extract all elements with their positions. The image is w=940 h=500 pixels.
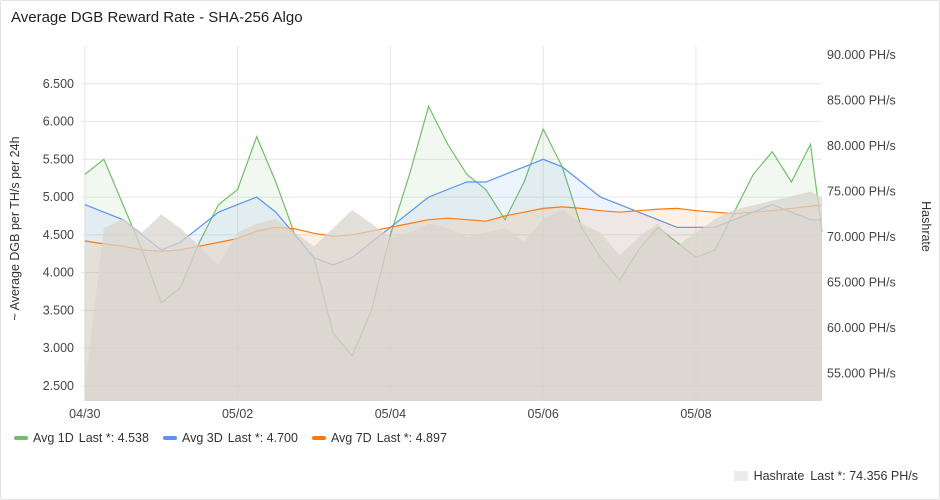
- legend-label: Hashrate: [753, 469, 805, 483]
- legend-last: Last *: 4.700: [227, 431, 298, 445]
- legend-swatch-icon: [733, 471, 748, 481]
- y2-axis-label: Hashrate: [919, 201, 933, 252]
- y-axis-label: ~ Average DGB per TH/s per 24h: [8, 136, 22, 320]
- x-tick-label: 05/04: [375, 407, 406, 421]
- legend-label: Avg 7D: [330, 431, 372, 445]
- x-tick-label: 05/02: [222, 407, 253, 421]
- series-avg-7d-line: [84, 204, 823, 253]
- y2-tick-label: 85.000 PH/s: [827, 94, 896, 108]
- legend-label: Avg 1D: [33, 431, 74, 445]
- y2-tick-label: 75.000 PH/s: [827, 185, 896, 199]
- y2-tick-label: 55.000 PH/s: [827, 367, 896, 381]
- legend-swatch-icon: [162, 436, 177, 440]
- legend-label: Avg 3D: [181, 431, 223, 445]
- legend-item-avg-3d[interactable]: Avg 3D Last *: 4.700: [162, 431, 298, 445]
- y-tick-label: 4.000: [43, 266, 74, 280]
- x-tick-label: 04/30: [69, 407, 100, 421]
- y2-tick-label: 70.000 PH/s: [827, 230, 896, 244]
- y2-tick-label: 90.000 PH/s: [827, 48, 896, 62]
- y2-tick-label: 80.000 PH/s: [827, 139, 896, 153]
- y-tick-label: 6.500: [43, 77, 74, 91]
- x-tick-label: 05/06: [528, 407, 559, 421]
- legend-item-hashrate[interactable]: Hashrate Last *: 74.356 PH/s: [733, 469, 918, 483]
- legend-last: Last *: 4.897: [376, 431, 447, 445]
- y-tick-label: 3.500: [43, 303, 74, 317]
- y-tick-label: 5.500: [43, 152, 74, 166]
- x-tick-label: 05/08: [680, 407, 711, 421]
- legend-item-avg-1d[interactable]: Avg 1D Last *: 4.538: [14, 431, 149, 445]
- y2-tick-label: 60.000 PH/s: [827, 321, 896, 335]
- legend-last: Last *: 74.356 PH/s: [810, 469, 918, 483]
- panel-title[interactable]: Average DGB Reward Rate - SHA-256 Algo: [11, 9, 303, 26]
- y-tick-label: 2.500: [43, 379, 74, 393]
- y-tick-label: 6.000: [43, 115, 74, 129]
- legend-swatch-icon: [311, 436, 326, 440]
- legend: Avg 1D Last *: 4.538 Avg 3D Last *: 4.70…: [14, 431, 447, 445]
- legend-item-avg-7d[interactable]: Avg 7D Last *: 4.897: [311, 431, 447, 445]
- y2-tick-label: 65.000 PH/s: [827, 276, 896, 290]
- legend-swatch-icon: [14, 436, 28, 440]
- y-tick-label: 4.500: [43, 228, 74, 242]
- y-tick-label: 5.000: [43, 190, 74, 204]
- series-hashrate-area: [84, 191, 823, 401]
- y-tick-label: 3.000: [43, 341, 74, 355]
- legend-last: Last *: 4.538: [78, 431, 149, 445]
